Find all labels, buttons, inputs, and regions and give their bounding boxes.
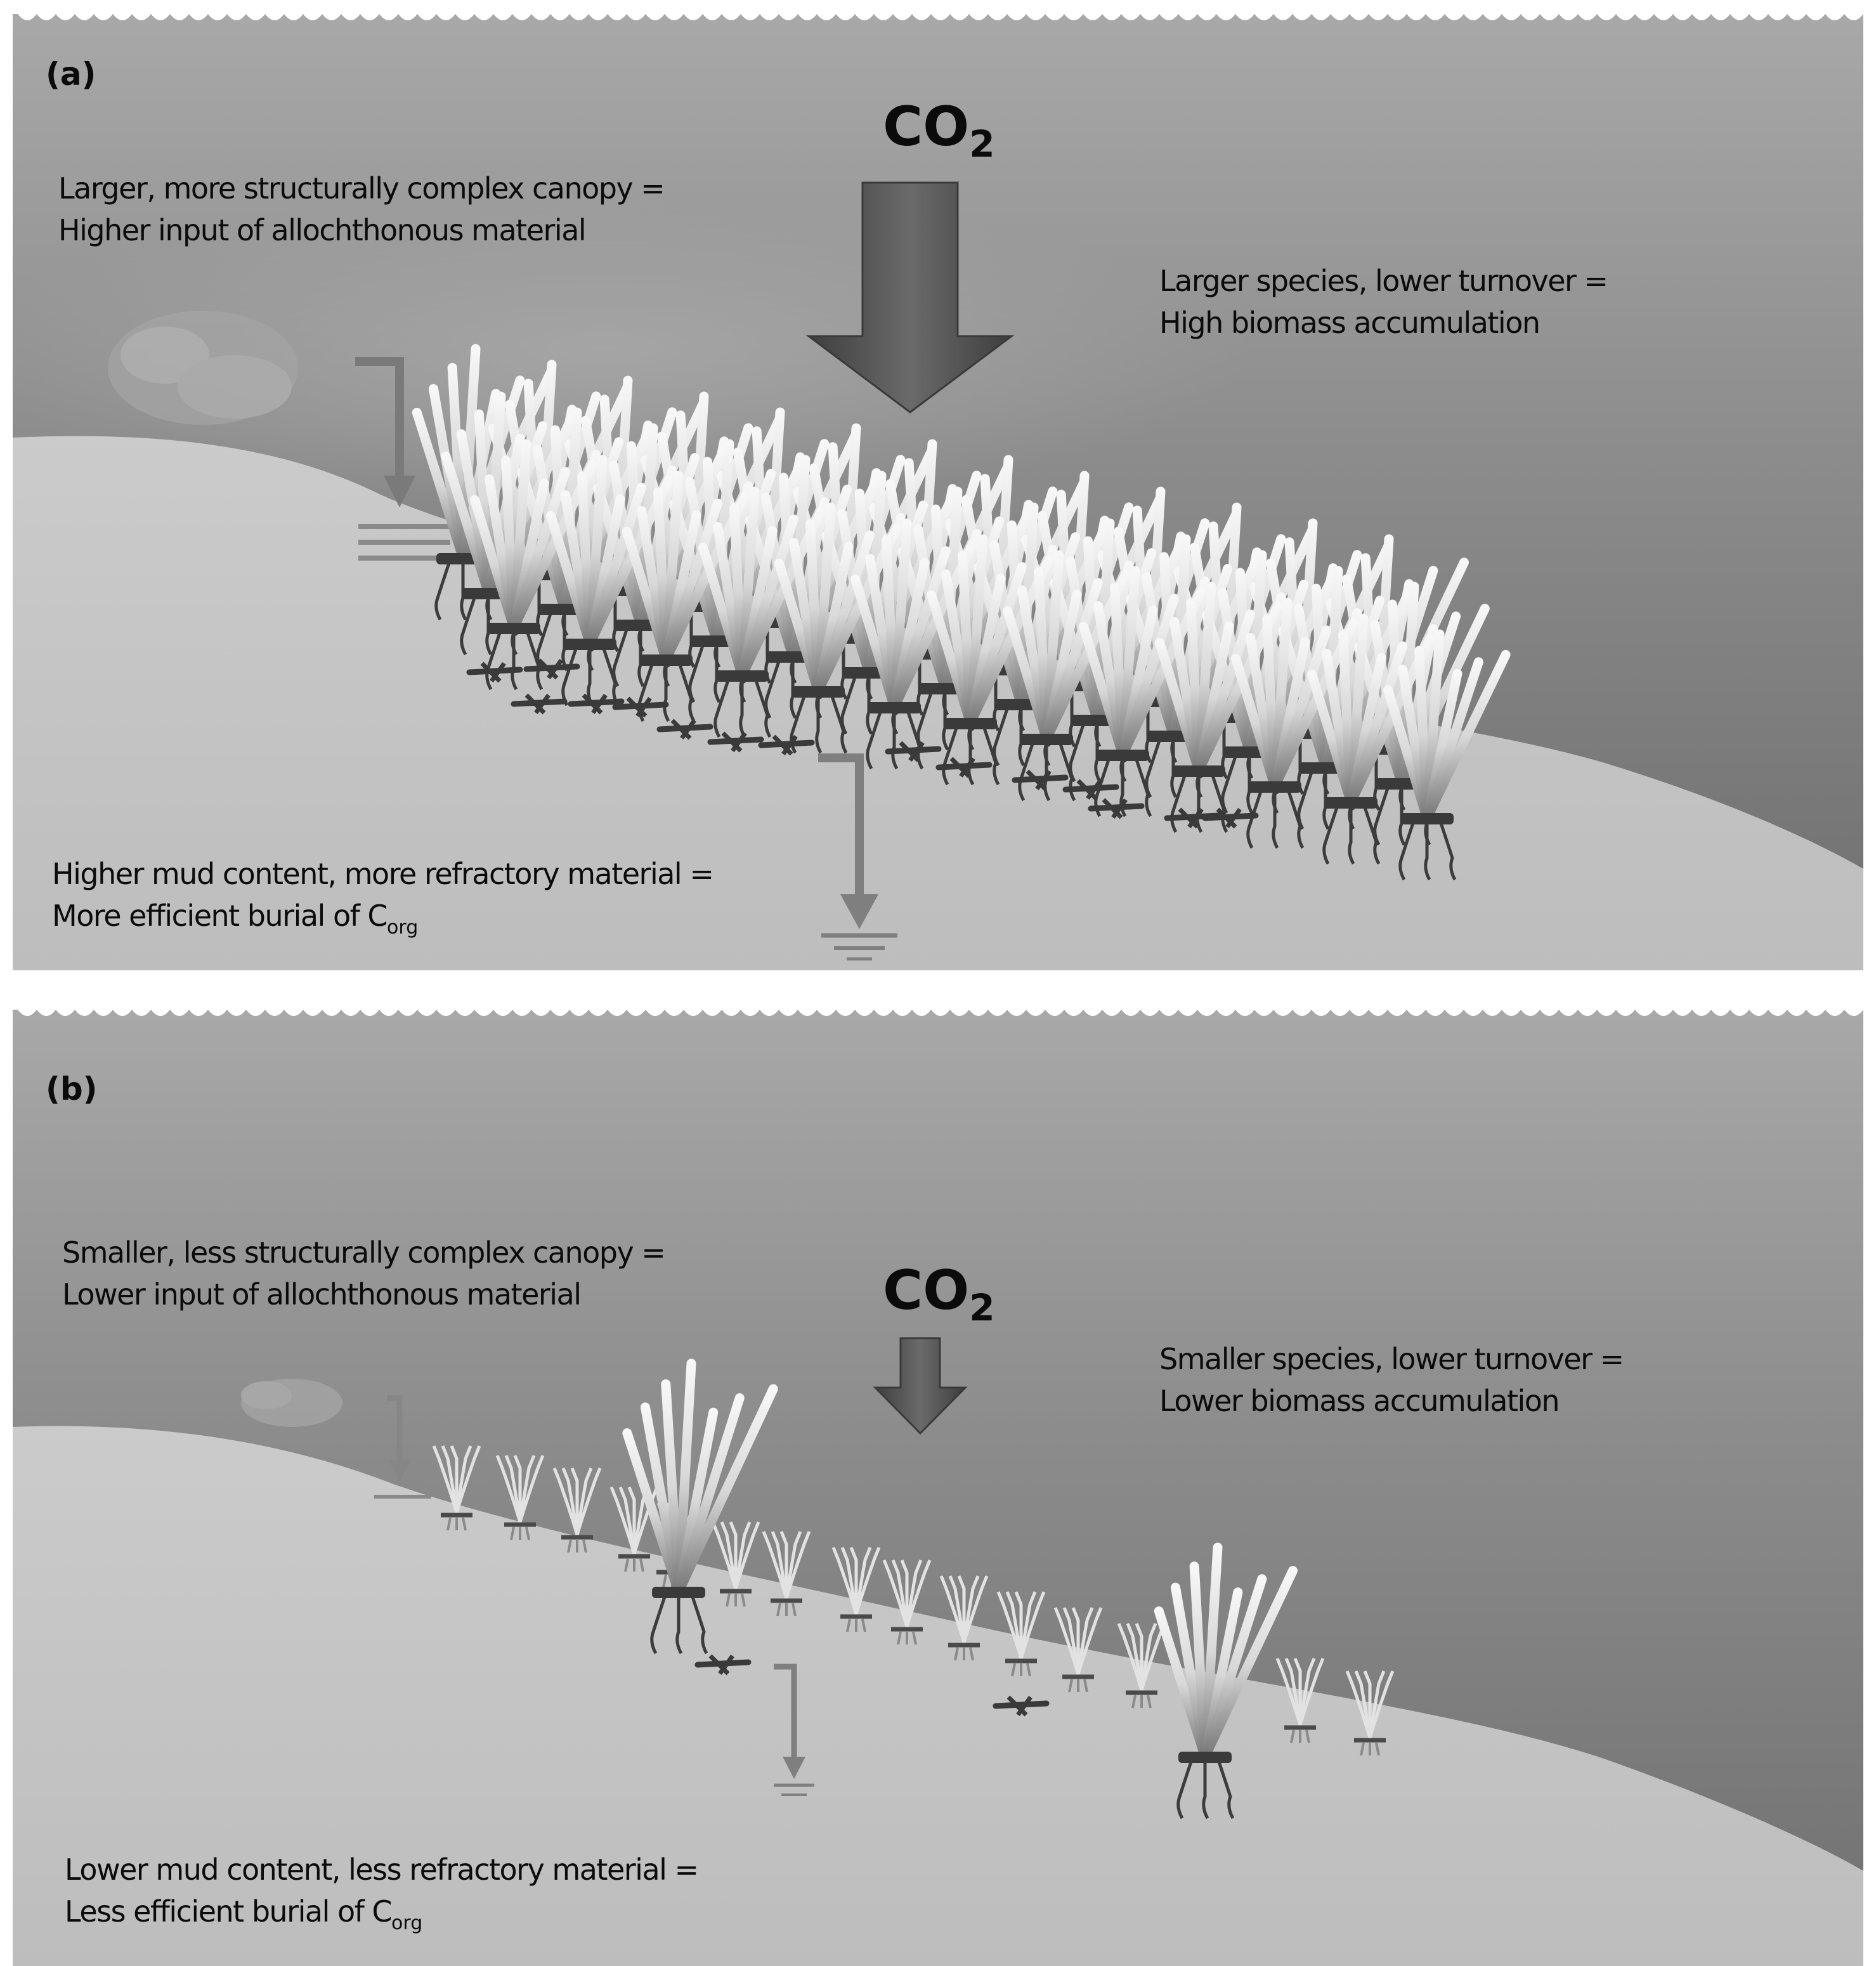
seagrass-shoot-small [495,1455,545,1540]
panel-a: (a) CO2 Larger, more structurally comple… [13,0,1863,970]
detritus-fragment [707,731,764,753]
seagrass-shoot-tall [698,486,826,738]
co2-arrow [805,181,1015,413]
seagrass-shoot-tall [927,534,1054,786]
species-text-line2: Lower biomass accumulation [1159,1384,1560,1418]
detritus-fragment [694,1654,752,1676]
seagrass-shoot-tall [774,502,902,754]
panel-b: (b) CO2 Smaller, less structurally compl… [13,996,1863,1966]
co2-text: CO [883,1259,970,1322]
detritus-fragment [511,693,568,715]
detritus-fragment [1062,779,1119,800]
buried-detritus [694,1654,1050,1717]
particle-cloud [241,1379,342,1427]
mud-text-main: Less efficient burial of C [65,1894,393,1929]
detritus-fragment [885,741,942,762]
seagrass-shoot-small [939,1575,989,1661]
mud-text-line1: Higher mud content, more refractory mate… [52,857,714,891]
canopy-text-line1: Larger, more structurally complex canopy… [58,171,665,205]
canopy-text-line1: Smaller, less structurally complex canop… [62,1235,666,1270]
seagrass-shoot-tall [622,1358,778,1655]
seagrass-shoot-small [1345,1670,1395,1756]
mud-text-line2: Less efficient burial of Corg [65,1891,422,1944]
detritus-fragment [935,757,993,778]
species-text-line2: High biomass accumulation [1159,306,1541,340]
panel-label: (b) [46,1071,98,1107]
particle-flow-arrow [355,357,450,561]
panel-a-illustration [13,0,1863,970]
seagrass-shoot-small [609,1487,659,1572]
burial-arrow [774,1663,814,1796]
seagrass-shoot-tall [1383,629,1511,881]
mud-text-main: More efficient burial of C [52,899,388,933]
seagrass-shoot-tall [1154,1542,1298,1820]
seagrass-shoot-small [882,1559,932,1645]
seagrass-shoot-tall [1155,582,1282,833]
seagrass-shoot-small [1117,1623,1166,1709]
co2-label: CO2 [883,1259,995,1329]
water-surface [13,0,1863,20]
detritus-fragment [466,661,523,683]
mud-text-line1: Lower mud content, less refractory mater… [65,1852,699,1887]
seagrass-meadow-small [432,1358,1395,1820]
canopy-text-line2: Higher input of allochthonous material [58,213,587,247]
co2-text: CO [883,95,970,159]
sediment [13,1426,1863,1966]
co2-label: CO2 [883,95,995,166]
detritus-fragment [612,696,669,718]
seagrass-shoot-small [762,1531,811,1617]
mud-text-subscript: org [391,1912,423,1934]
detritus-fragment [758,734,815,756]
panel-label: (a) [46,56,96,93]
seagrass-shoot-small [711,1521,760,1607]
detritus-fragment [993,1695,1050,1717]
canopy-text-line2: Lower input of allochthonous material [62,1277,582,1312]
species-text-line1: Smaller species, lower turnover = [1159,1342,1624,1376]
seagrass-shoot-tall [850,518,978,770]
detritus-fragment [1088,798,1145,819]
seagrass-shoot-small [432,1445,481,1531]
species-text-line1: Larger species, lower turnover = [1159,264,1608,298]
seagrass-shoot-small [1053,1607,1103,1693]
seagrass-shoot-small [831,1547,881,1632]
seagrass-meadow-large [412,344,1511,881]
detritus-fragment [523,658,580,680]
seagrass-shoot-small [552,1468,602,1553]
seagrass-shoot-tall [622,471,750,722]
detritus-fragment [656,719,713,740]
particle-cloud [108,311,298,425]
co2-arrow [873,1337,968,1435]
seagrass-shoot-tall [546,455,674,706]
buried-detritus [466,658,1259,829]
burial-arrow [818,753,897,961]
detritus-fragment [1012,769,1069,791]
detritus-fragment [568,693,625,715]
water-surface [13,996,1863,1016]
mud-text-line2: More efficient burial of Corg [52,895,418,949]
panel-b-illustration [13,996,1863,1966]
co2-subscript: 2 [969,122,995,166]
detritus-fragment [1202,807,1259,829]
seagrass-shoot-small [1275,1658,1325,1743]
co2-subscript: 2 [969,1286,995,1329]
particle-flow-arrow [374,1395,431,1499]
seagrass-shoot-small [996,1591,1046,1677]
mud-text-subscript: org [387,916,419,939]
